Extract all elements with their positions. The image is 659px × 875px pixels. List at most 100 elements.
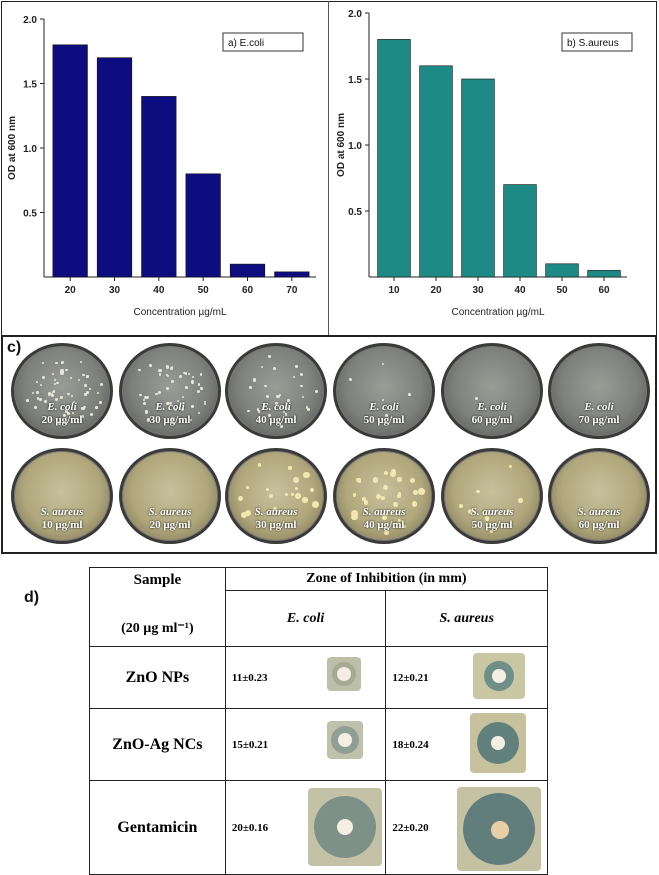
colony-dot xyxy=(64,420,68,424)
colony-dot xyxy=(294,486,299,491)
colony-dot xyxy=(40,383,43,387)
colony-dot xyxy=(147,418,151,422)
colony-dot xyxy=(397,493,401,498)
plates-panel: c) E. coli 20 µg/ml E. coli 30 µg/ml E. coli… xyxy=(1,335,657,554)
saureus-value-cell: 22±0.20 xyxy=(385,780,548,875)
bar xyxy=(274,271,310,278)
saureus-plate: S. aureus 60 µg/ml xyxy=(548,448,650,544)
colony-dot xyxy=(149,364,153,368)
x-tick-label: 70 xyxy=(286,285,298,296)
colony-dot xyxy=(287,399,290,402)
plate-concentration-label: 70 µg/ml xyxy=(578,414,620,426)
colony-dot xyxy=(508,464,513,468)
colony-dot xyxy=(84,393,88,396)
colony-dot xyxy=(48,392,52,396)
col-header-saureus: S. aureus xyxy=(385,590,548,647)
plate-organism-label: S. aureus xyxy=(470,506,514,518)
y-tick-label: 0.5 xyxy=(23,209,37,220)
colony-dot xyxy=(99,383,104,387)
saureus-plate: S. aureus 30 µg/ml xyxy=(225,448,327,544)
table-panel-label: d) xyxy=(24,589,40,606)
x-tick-label: 60 xyxy=(598,285,610,296)
colony-dot xyxy=(258,410,261,413)
colony-dot xyxy=(402,524,406,528)
colony-dot xyxy=(157,390,161,394)
colony-dot xyxy=(397,518,401,523)
table-row: ZnO-Ag NCs 15±0.21 18±0.24 xyxy=(89,708,548,781)
colony-dot xyxy=(260,366,263,369)
colony-dot xyxy=(301,395,305,399)
colony-dot xyxy=(39,398,42,401)
colony-dot xyxy=(264,384,267,388)
colony-dot xyxy=(199,372,203,376)
colony-dot xyxy=(42,361,45,364)
colony-dot xyxy=(352,493,357,497)
colony-dot xyxy=(65,419,68,422)
colony-dot xyxy=(390,408,394,411)
colony-dot xyxy=(52,390,56,393)
colony-dot xyxy=(81,414,85,418)
panel-divider xyxy=(328,1,329,338)
colony-dot xyxy=(82,373,85,376)
colony-dot xyxy=(85,390,89,394)
legend-box xyxy=(222,32,304,52)
colony-dot xyxy=(292,477,299,484)
colony-dot xyxy=(506,508,512,514)
colony-dot xyxy=(241,511,248,518)
colony-dot xyxy=(72,401,75,404)
colony-dot xyxy=(67,412,71,416)
colony-dot xyxy=(263,404,266,407)
colony-dot xyxy=(252,378,256,382)
colony-dot xyxy=(246,486,250,490)
x-axis-label: Concentration µg/mL xyxy=(133,307,226,318)
ecoli-value-cell: 20±0.16 xyxy=(224,780,387,875)
ecoli-plate: E. coli 70 µg/ml xyxy=(548,343,650,439)
ecoli-plate: E. coli 40 µg/ml xyxy=(225,343,327,439)
saureus-value: 22±0.20 xyxy=(392,821,429,834)
plate-concentration-label: 40 µg/ml xyxy=(255,414,297,426)
colony-dot xyxy=(89,413,93,417)
row-name: Gentamicin xyxy=(89,780,226,875)
legend-box xyxy=(561,32,633,52)
colony-dot xyxy=(57,421,61,425)
ecoli-plate: E. coli 60 µg/ml xyxy=(441,343,543,439)
x-tick-label: 60 xyxy=(242,285,254,296)
plate-concentration-label: 30 µg/ml xyxy=(255,519,297,531)
colony-dot xyxy=(169,402,172,405)
bar xyxy=(545,263,579,278)
colony-dot xyxy=(385,413,389,417)
colony-dot xyxy=(279,424,284,428)
colony-dot xyxy=(300,384,303,388)
ecoli-value: 20±0.16 xyxy=(231,821,269,834)
colony-dot xyxy=(32,391,35,394)
colony-dot xyxy=(267,355,271,359)
colony-dot xyxy=(191,405,194,409)
disc-photo xyxy=(307,788,382,866)
colony-dot xyxy=(54,397,59,402)
colony-dot xyxy=(138,369,141,372)
table-row: ZnO NPs 11±0.23 12±0.21 xyxy=(89,646,548,709)
colony-dot xyxy=(183,371,187,375)
colony-dot xyxy=(475,396,479,400)
x-tick-label: 40 xyxy=(153,285,165,296)
disc-photo xyxy=(457,787,542,871)
bar xyxy=(229,263,266,278)
colony-dot xyxy=(397,477,402,482)
colony-dot xyxy=(310,487,315,492)
colony-dot xyxy=(142,401,146,405)
colony-dot xyxy=(65,368,68,372)
colony-dot xyxy=(51,390,55,394)
colony-dot xyxy=(381,363,384,366)
saureus-value: 12±0.21 xyxy=(392,671,429,684)
colony-dot xyxy=(458,503,463,508)
plate-organism-label: E. coli xyxy=(261,401,291,413)
colony-dot xyxy=(268,494,274,499)
bar xyxy=(96,57,133,278)
sample-header-cell: Sample (20 µg ml⁻¹) xyxy=(89,567,226,647)
colony-dot xyxy=(266,395,270,399)
colony-dot xyxy=(285,493,289,497)
saureus-value: 18±0.24 xyxy=(392,738,429,751)
colony-dot xyxy=(143,395,147,399)
colony-dot xyxy=(382,398,385,401)
plate-organism-label: E. coli xyxy=(477,401,507,413)
